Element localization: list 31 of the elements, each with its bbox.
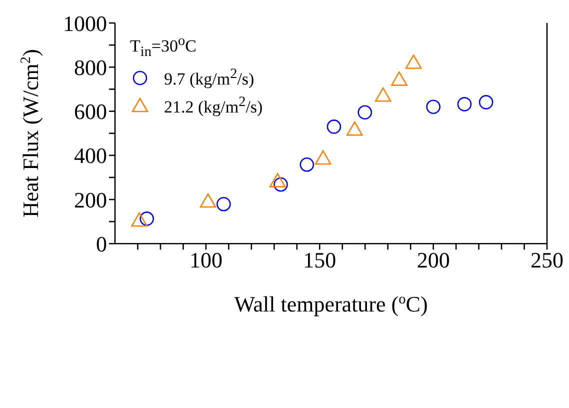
point (478, 95, 494, 110)
point (358, 105, 372, 120)
point (300, 158, 314, 172)
point (216, 196, 231, 212)
x-tick-label: 100 (189, 247, 222, 272)
x-tick-label: 200 (416, 247, 450, 272)
point (405, 54, 422, 69)
point (374, 87, 392, 102)
x-tick-label: 150 (303, 247, 336, 272)
point (131, 212, 148, 227)
x-tick-label: 250 (530, 247, 564, 272)
y-tick-label: 800 (74, 54, 107, 80)
point (314, 150, 332, 165)
point (346, 121, 363, 136)
legend-label: 21.2 (kg/m$^{2}$/s) (164, 92, 263, 118)
point (457, 97, 472, 112)
point (326, 120, 342, 134)
point (140, 212, 154, 226)
point (269, 173, 286, 188)
point (274, 177, 288, 192)
legend-title: T$_{in}$=30$^{o}$C (130, 32, 198, 62)
y-tick-label: 0 (96, 231, 107, 256)
point (200, 193, 216, 208)
point (426, 100, 440, 114)
y-tick-label: 200 (74, 187, 107, 212)
y-tick-label: 400 (74, 143, 107, 168)
x-axis-title: Wall temperature ($^{o}$C) (234, 292, 428, 317)
y-tick-label: 1000 (63, 10, 107, 36)
legend-label: 9.7 (kg/m$^{2}$/s) (164, 65, 254, 91)
point (391, 72, 408, 86)
y-tick-label: 600 (74, 99, 107, 124)
